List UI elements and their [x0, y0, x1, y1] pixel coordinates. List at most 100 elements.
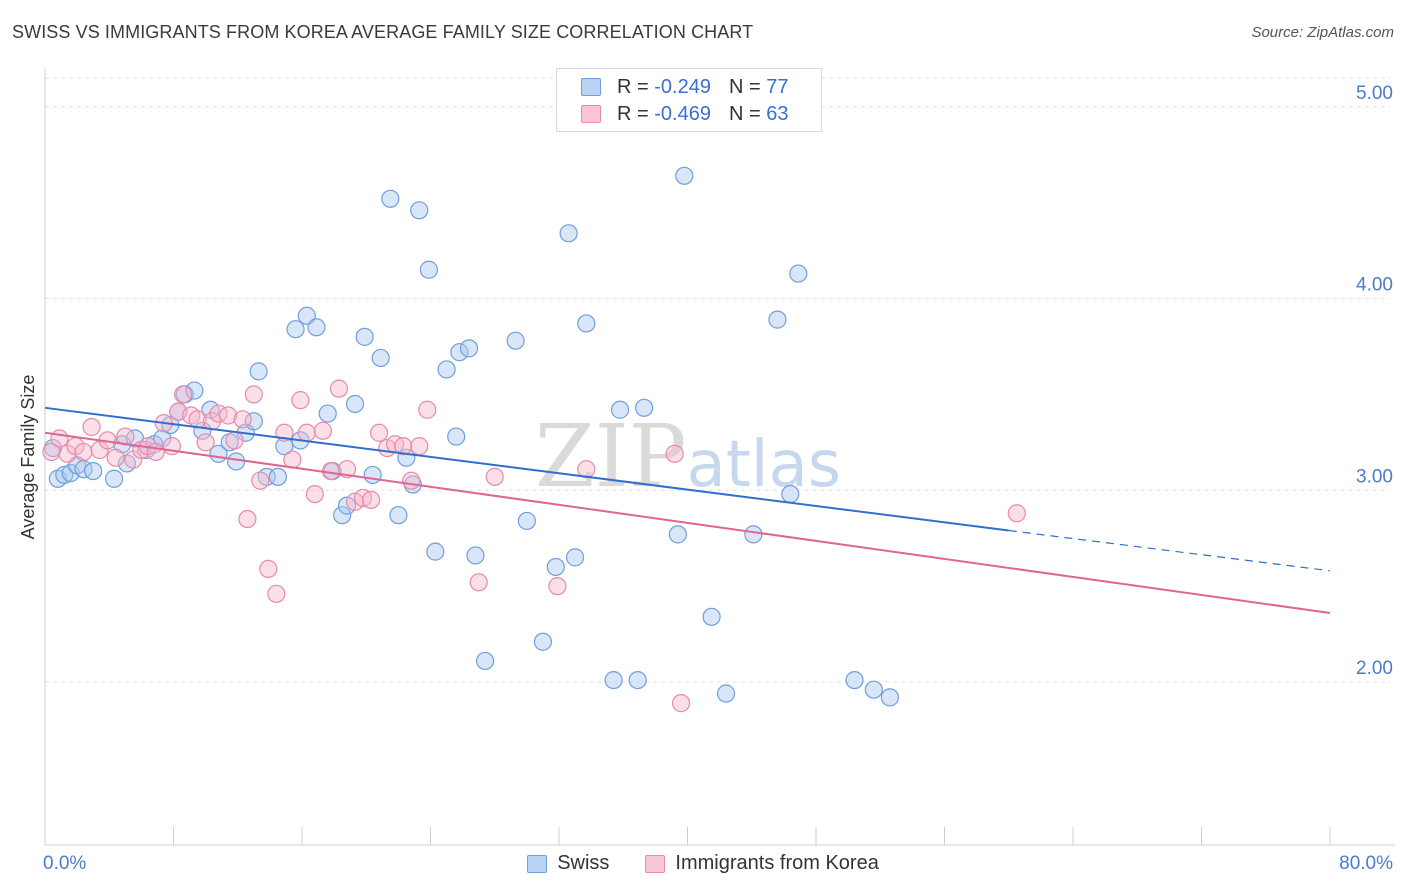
- swiss-point-74: [864, 680, 883, 699]
- swiss-point-56: [533, 632, 553, 651]
- swiss-point-41: [381, 189, 400, 208]
- legend-swiss-swatch: [527, 854, 548, 873]
- legend-swiss-label: Swiss: [557, 852, 610, 874]
- swiss-point-64: [635, 398, 654, 417]
- swiss-point-63: [628, 670, 647, 690]
- watermark: ZIPatlas: [535, 407, 841, 507]
- swiss-swatch: [581, 78, 601, 96]
- swiss-point-67: [702, 607, 721, 626]
- korea-point-42: [361, 490, 381, 509]
- korea-point-43: [370, 423, 389, 442]
- swiss-point-39: [363, 465, 382, 485]
- swiss-point-69: [744, 525, 763, 544]
- swiss-point-7: [104, 469, 124, 488]
- korea-trend-line: [44, 431, 1331, 614]
- swiss-point-66: [675, 166, 694, 185]
- x-tick-labels: 0.0% 80.0%: [43, 853, 1393, 874]
- swiss-point-32: [307, 318, 326, 337]
- korea-point-51: [485, 467, 504, 486]
- swiss-trend-extension: [1008, 529, 1331, 572]
- korea-point-34: [297, 423, 316, 442]
- swiss-point-72: [789, 264, 808, 283]
- korea-point-48: [410, 437, 429, 456]
- swiss-point-52: [466, 546, 485, 565]
- korea-point-1: [50, 429, 69, 448]
- korea-point-17: [174, 385, 193, 404]
- series-legend: Swiss Immigrants from Korea: [0, 852, 1406, 875]
- swiss-point-29: [286, 320, 305, 339]
- korea-point-9: [116, 427, 135, 446]
- swiss-point-27: [268, 467, 288, 486]
- swiss-point-48: [437, 360, 456, 379]
- korea-point-50: [469, 573, 488, 592]
- swiss-point-75: [880, 688, 899, 707]
- korea-r-label: R =: [617, 102, 655, 125]
- korea-point-49: [418, 400, 437, 419]
- korea-point-25: [233, 410, 252, 429]
- korea-point-27: [244, 385, 263, 404]
- swiss-point-45: [410, 201, 429, 220]
- korea-point-30: [267, 584, 286, 603]
- korea-swatch: [581, 105, 601, 123]
- y-tick-labels: 2.00 3.00 4.00 5.00: [1356, 83, 1393, 679]
- korea-point-26: [238, 509, 257, 529]
- swiss-r-value: -0.249: [654, 75, 711, 98]
- swiss-point-54: [506, 331, 525, 350]
- swiss-point-71: [781, 484, 800, 504]
- korea-point-36: [313, 421, 332, 440]
- swiss-n-label: N =: [728, 75, 767, 98]
- korea-point-24: [225, 431, 244, 450]
- korea-point-55: [671, 694, 691, 713]
- swiss-point-42: [389, 506, 408, 525]
- legend-row-swiss: R = -0.249 N = 77: [581, 75, 788, 99]
- swiss-point-24: [244, 412, 263, 431]
- series-korea-points: [42, 379, 1026, 713]
- swiss-point-37: [345, 394, 365, 414]
- y-tick-label-0: 2.00: [1356, 658, 1393, 679]
- watermark-zip: ZIP: [535, 407, 687, 507]
- swiss-point-51: [459, 339, 479, 358]
- swiss-point-17: [185, 381, 204, 400]
- grid-lines: [45, 77, 1390, 683]
- korea-point-32: [283, 450, 302, 469]
- legend-item-swiss: Swiss: [527, 852, 609, 875]
- korea-point-13: [146, 442, 165, 462]
- y-tick-label-2: 4.00: [1356, 275, 1393, 296]
- x-tick-label-end: 80.0%: [1339, 853, 1393, 874]
- korea-point-8: [106, 448, 125, 467]
- korea-point-56: [1007, 504, 1026, 523]
- legend-item-korea: Immigrants from Korea: [645, 852, 879, 875]
- swiss-point-50: [450, 343, 469, 362]
- swiss-point-38: [355, 327, 374, 346]
- korea-point-23: [219, 406, 238, 425]
- korea-point-28: [251, 471, 270, 490]
- korea-point-52: [548, 577, 567, 596]
- y-tick-label-3: 5.00: [1356, 83, 1393, 104]
- korea-point-4: [74, 442, 93, 462]
- korea-point-47: [402, 471, 421, 490]
- korea-r-value: -0.469: [654, 102, 711, 125]
- swiss-point-53: [476, 651, 495, 671]
- series-swiss-points: [43, 166, 899, 707]
- swiss-point-60: [577, 314, 596, 333]
- swiss-point-55: [517, 511, 536, 531]
- swiss-point-57: [546, 557, 565, 577]
- swiss-r-label: R =: [617, 75, 655, 98]
- korea-point-54: [665, 444, 684, 463]
- swiss-point-35: [333, 506, 352, 525]
- swiss-n-value: 77: [766, 75, 789, 98]
- swiss-point-46: [419, 260, 438, 279]
- source-credit: Source: ZipAtlas.com: [1251, 24, 1394, 41]
- swiss-point-59: [565, 548, 585, 567]
- korea-point-33: [291, 391, 310, 410]
- korea-point-38: [329, 379, 349, 398]
- swiss-point-22: [227, 452, 246, 471]
- swiss-point-73: [845, 670, 864, 690]
- swiss-point-49: [447, 427, 466, 446]
- korea-point-5: [82, 417, 101, 437]
- legend-row-korea: R = -0.469 N = 63: [581, 102, 788, 126]
- korea-n-label: N =: [728, 102, 767, 125]
- korea-point-20: [196, 433, 215, 452]
- watermark-atlas: atlas: [686, 428, 841, 502]
- korea-point-39: [337, 460, 357, 479]
